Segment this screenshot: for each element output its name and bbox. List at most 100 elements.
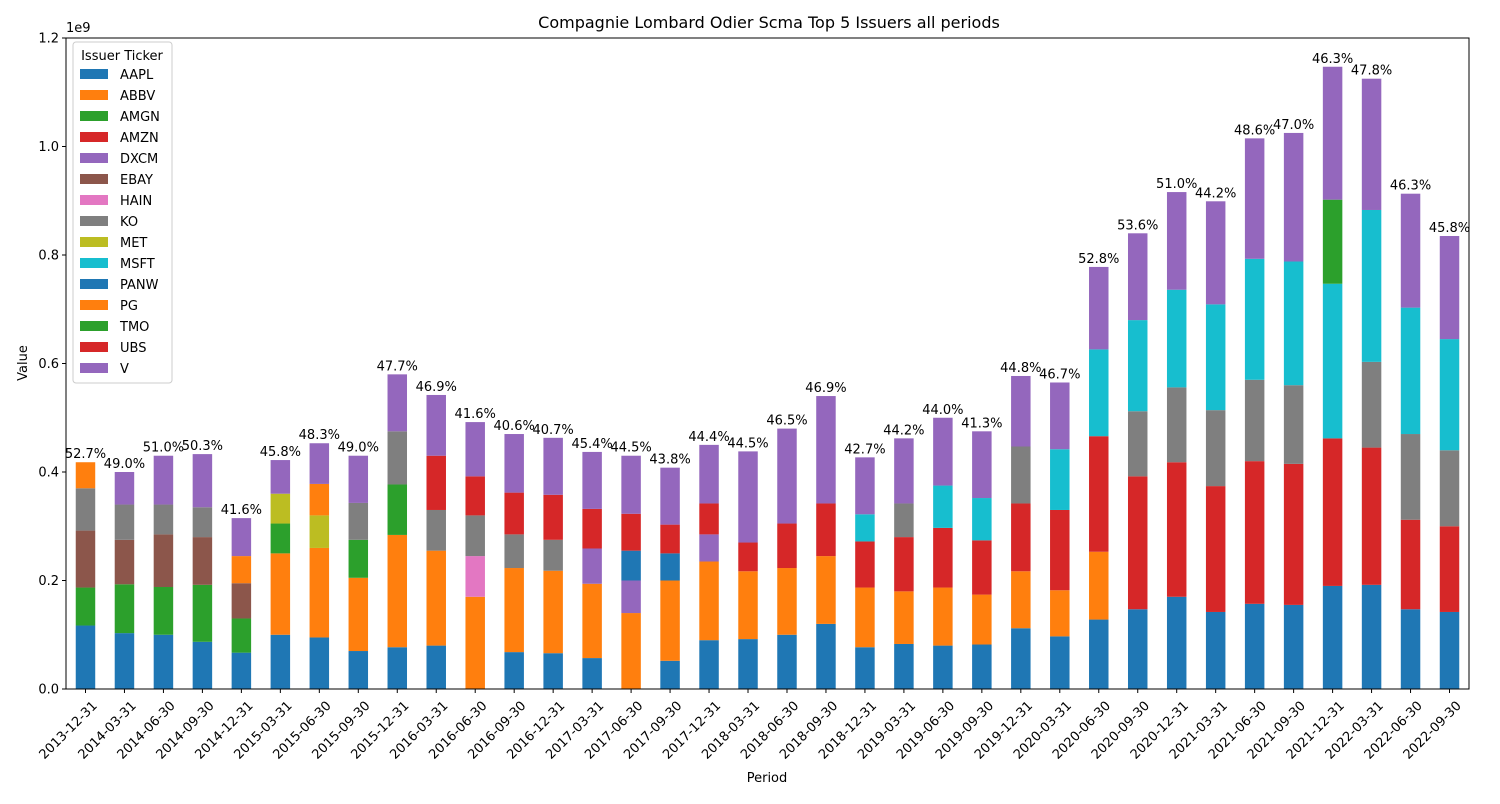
bars-layer [75, 66, 1460, 689]
y-tick-label: 0.6 [38, 357, 59, 372]
bar-segment-abbv [582, 583, 602, 659]
bar-segment-ko [75, 488, 96, 531]
bar-segment-msft [1050, 449, 1070, 510]
bar-segment-aapl [816, 623, 836, 689]
bar-segment-abbv [348, 577, 369, 652]
bar-segment-aapl [1439, 611, 1460, 689]
bar-segment-abbv [270, 553, 291, 635]
legend-label-ebay: EBAY [120, 173, 153, 188]
bar-segment-aapl [153, 634, 174, 689]
bar-segment-amgn [231, 618, 252, 653]
bar-segment-aapl [1011, 628, 1031, 689]
bar-segment-v [660, 467, 680, 525]
bar-segment-ko [1439, 450, 1460, 527]
bar-total-label: 45.8% [260, 445, 301, 460]
legend-swatch-amzn [80, 132, 108, 142]
bar-segment-abbv [972, 594, 992, 645]
legend-frame [72, 41, 173, 384]
legend-swatch-aapl [80, 69, 108, 79]
bar-segment-amgn [348, 539, 369, 578]
bar-segment-ko [114, 504, 135, 540]
bar-segment-abbv [465, 596, 485, 689]
bar-segment-msft [1283, 261, 1304, 386]
bar-segment-amzn [738, 542, 758, 572]
bar-segment-ebay [153, 534, 174, 588]
bar-total-label: 46.7% [1039, 367, 1080, 382]
bar-segment-msft [1439, 339, 1460, 451]
bar-segment-amzn [660, 524, 680, 554]
legend-swatch-panw [80, 279, 108, 289]
legend-swatch-msft [80, 258, 108, 268]
bar-segment-ko [543, 539, 563, 571]
bar-segment-amzn [621, 513, 641, 551]
y-axis-label: Value [16, 345, 31, 381]
bar-segment-amzn [777, 523, 797, 569]
bar-segment-amzn [1166, 462, 1187, 597]
bar-total-label: 45.8% [1429, 221, 1470, 236]
bar-segment-aapl [933, 645, 953, 689]
bar-segment-abbv [504, 568, 524, 653]
bar-total-label: 46.9% [805, 381, 846, 396]
bar-segment-ebay [75, 530, 96, 588]
bar-total-label: 47.8% [1351, 64, 1392, 79]
bar-segment-v [465, 422, 485, 477]
bar-segment-v [114, 472, 135, 505]
bar-segment-aapl [660, 660, 680, 689]
bar-segment-dxcm [582, 548, 602, 584]
bar-segment-amzn [1205, 486, 1226, 612]
bar-segment-amzn [543, 494, 563, 540]
bar-segment-amzn [816, 503, 836, 557]
bar-segment-v [699, 444, 719, 504]
bar-segment-ko [348, 502, 369, 540]
bar-segment-v [1089, 266, 1109, 350]
bar-total-label: 40.6% [494, 419, 535, 434]
bar-total-label: 48.3% [299, 428, 340, 443]
bar-segment-abbv [1050, 590, 1070, 637]
bar-segment-v [738, 451, 758, 543]
legend-title: Issuer Ticker [81, 49, 163, 64]
bar-segment-v [1244, 138, 1265, 259]
bar-segment-aapl [426, 645, 446, 689]
bar-segment-amzn [855, 541, 875, 588]
bar-segment-abbv [660, 580, 680, 661]
bar-segment-v [270, 460, 291, 494]
bar-segment-msft [972, 498, 992, 541]
bar-segment-ko [387, 431, 408, 485]
bar-segment-dxcm [621, 580, 641, 614]
bar-segment-v [972, 431, 992, 499]
bar-segment-panw [660, 553, 680, 581]
legend-label-pg: PG [120, 299, 138, 314]
bar-segment-v [933, 417, 953, 486]
bar-segment-amzn [504, 492, 524, 535]
bar-segment-msft [855, 514, 875, 542]
bar-segment-aapl [348, 651, 369, 689]
bar-segment-v [1322, 66, 1343, 200]
bar-segment-msft [1244, 258, 1265, 380]
bar-segment-aapl [582, 658, 602, 689]
legend-swatch-amgn [80, 111, 108, 121]
bar-segment-v [1166, 192, 1187, 290]
bar-segment-v [777, 428, 797, 524]
bar-segment-amzn [1322, 438, 1343, 586]
bar-segment-abbv [777, 568, 797, 635]
bar-total-label: 47.0% [1273, 118, 1314, 133]
bar-segment-v [1011, 375, 1031, 447]
bar-segment-abbv [1011, 571, 1031, 629]
bar-segment-ko [1283, 385, 1304, 464]
bar-segment-abbv [621, 613, 641, 689]
bar-segment-abbv [426, 550, 446, 646]
bar-segment-msft [1166, 289, 1187, 388]
bar-segment-v [855, 457, 875, 515]
bar-segment-amzn [1050, 509, 1070, 591]
bar-segment-ko [426, 509, 446, 551]
bar-segment-ko [894, 503, 914, 538]
bar-segment-msft [1205, 304, 1226, 411]
bar-segment-abbv [699, 561, 719, 641]
bar-total-label: 49.0% [104, 457, 145, 472]
legend-label-amgn: AMGN [120, 110, 160, 125]
bar-segment-met [270, 493, 291, 524]
bar-segment-aapl [231, 652, 252, 689]
bar-total-label: 40.7% [532, 423, 573, 438]
bar-segment-ko [1166, 387, 1187, 463]
bar-segment-ko [1011, 446, 1031, 504]
